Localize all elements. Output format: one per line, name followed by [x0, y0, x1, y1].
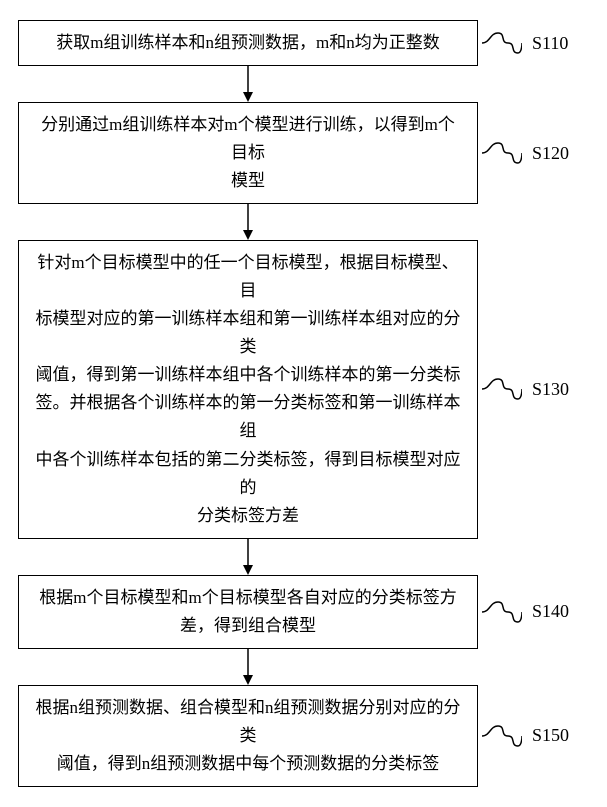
- squiggle-connector: [478, 588, 526, 636]
- flow-arrow: [18, 649, 478, 685]
- squiggle-connector: [478, 317, 526, 461]
- flow-arrow: [18, 539, 478, 575]
- flow-arrow: [18, 66, 478, 102]
- flow-node-s120: 分别通过m组训练样本对m个模型进行训练，以得到m个目标 模型: [18, 102, 478, 204]
- flow-node-s150: 根据n组预测数据、组合模型和n组预测数据分别对应的分类 阈值，得到n组预测数据中…: [18, 685, 478, 787]
- step-label-s120: S120: [526, 143, 569, 164]
- flow-node-s110: 获取m组训练样本和n组预测数据，m和n均为正整数: [18, 20, 478, 66]
- squiggle-connector: [478, 712, 526, 760]
- flow-row: 分别通过m组训练样本对m个模型进行训练，以得到m个目标 模型 S120: [18, 102, 589, 204]
- flowchart-container: 获取m组训练样本和n组预测数据，m和n均为正整数 S110 分别通过m组训练样本…: [18, 20, 589, 787]
- flow-node-s130: 针对m个目标模型中的任一个目标模型，根据目标模型、目 标模型对应的第一训练样本组…: [18, 240, 478, 538]
- flow-row: 针对m个目标模型中的任一个目标模型，根据目标模型、目 标模型对应的第一训练样本组…: [18, 240, 589, 538]
- step-label-s150: S150: [526, 725, 569, 746]
- flow-row: 根据m个目标模型和m个目标模型各自对应的分类标签方 差，得到组合模型 S140: [18, 575, 589, 649]
- flow-row: 根据n组预测数据、组合模型和n组预测数据分别对应的分类 阈值，得到n组预测数据中…: [18, 685, 589, 787]
- squiggle-connector: [478, 129, 526, 177]
- flow-arrow: [18, 204, 478, 240]
- squiggle-connector: [478, 26, 526, 60]
- flow-row: 获取m组训练样本和n组预测数据，m和n均为正整数 S110: [18, 20, 589, 66]
- flow-node-s140: 根据m个目标模型和m个目标模型各自对应的分类标签方 差，得到组合模型: [18, 575, 478, 649]
- step-label-s110: S110: [526, 33, 568, 54]
- step-label-s130: S130: [526, 379, 569, 400]
- step-label-s140: S140: [526, 601, 569, 622]
